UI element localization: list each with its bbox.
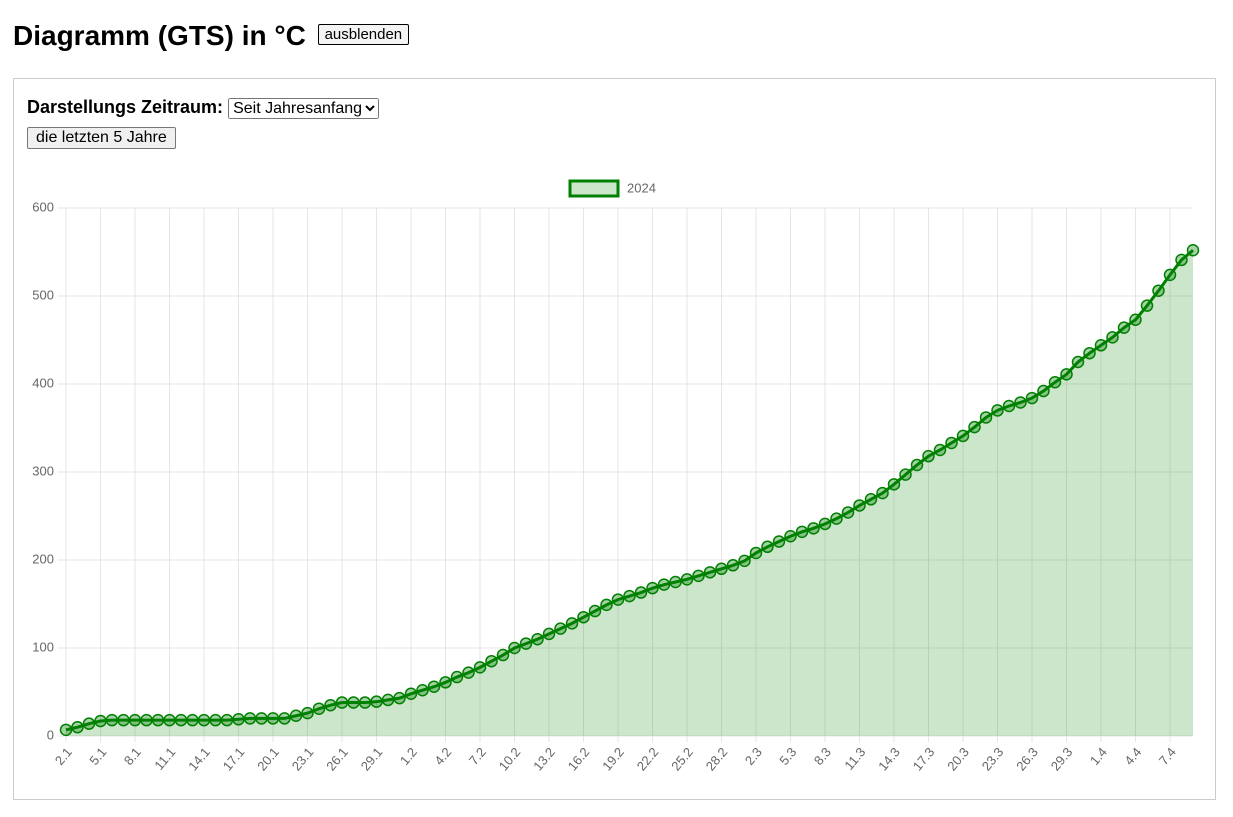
- hide-button[interactable]: ausblenden: [317, 24, 410, 46]
- range-label: Darstellungs Zeitraum:: [27, 97, 224, 117]
- title: Diagramm (GTS) in °C: [13, 20, 306, 51]
- heading: Diagramm (GTS) in °C ausblenden: [13, 20, 410, 52]
- chart-panel: Darstellungs Zeitraum: Seit Jahresanfang…: [13, 78, 1216, 800]
- five-years-button[interactable]: die letzten 5 Jahre: [27, 127, 176, 149]
- range-select[interactable]: Seit Jahresanfang: [228, 98, 380, 119]
- range-control: Darstellungs Zeitraum: Seit Jahresanfang: [27, 97, 380, 119]
